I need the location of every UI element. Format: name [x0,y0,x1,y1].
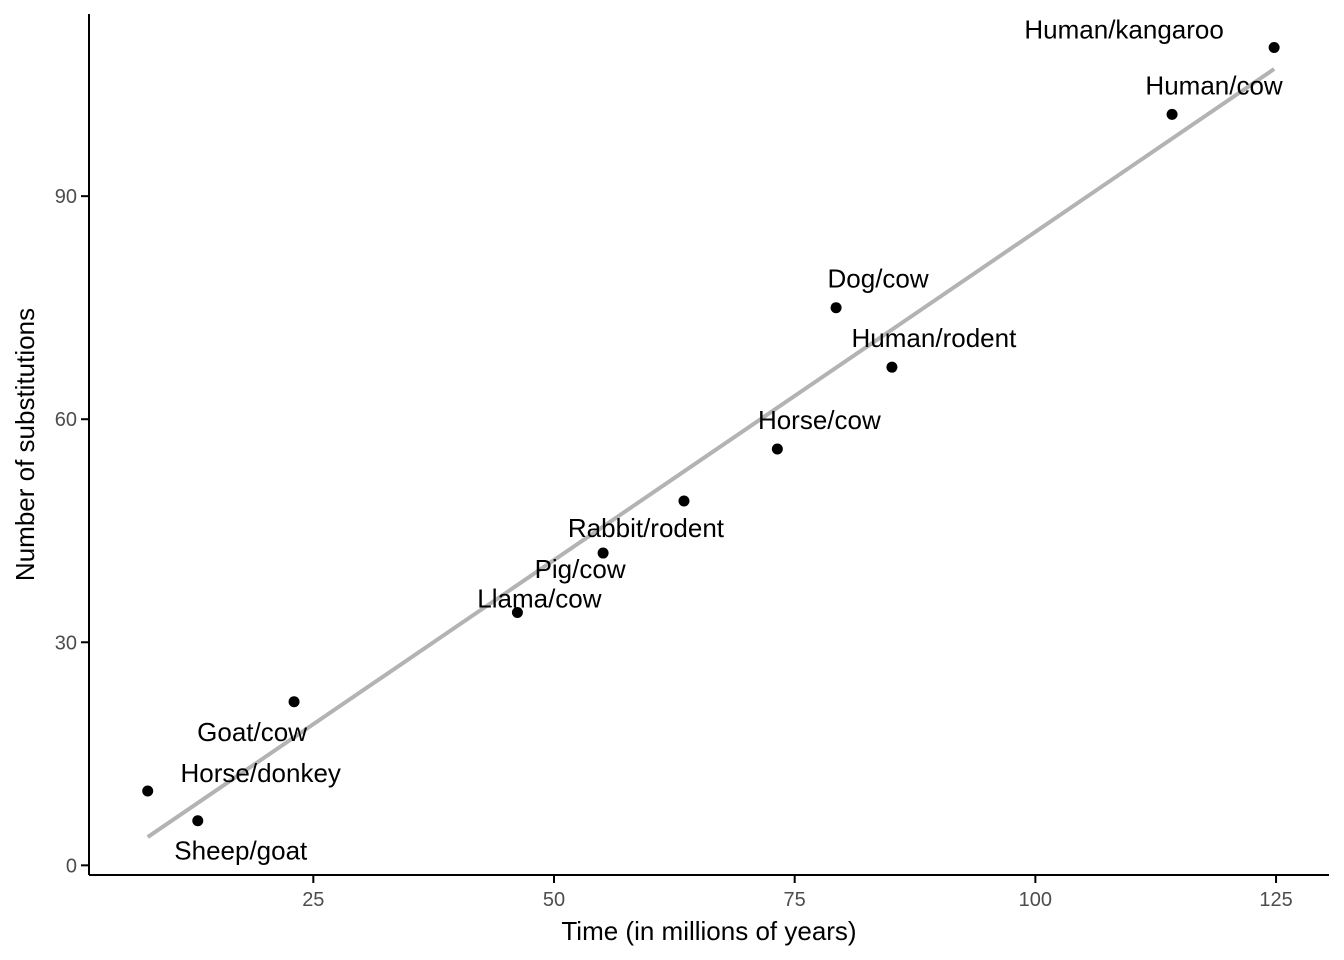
point-label: Pig/cow [535,554,626,584]
point-label: Human/cow [1145,70,1282,100]
x-tick-label: 100 [1019,889,1052,911]
x-axis-title: Time (in millions of years) [561,916,856,946]
data-point [886,361,898,373]
x-tick-label: 75 [784,889,806,911]
data-point [142,785,154,797]
x-tick-label: 50 [543,889,565,911]
data-point [830,302,842,314]
point-label: Sheep/goat [174,836,308,866]
point-label: Human/kangaroo [1024,14,1223,44]
data-points [142,41,1280,827]
point-labels: Sheep/goat Horse/donkey Goat/cow Llama/cowP… [174,14,1283,865]
x-tick-label: 25 [302,889,324,911]
data-point [678,495,690,507]
data-point [771,443,783,455]
point-label: Goat/cow [197,717,307,747]
y-tick-label: 30 [55,632,77,654]
point-label: Human/rodent [852,323,1018,353]
y-axis-ticks: 0 30 60 90 [55,186,89,877]
y-axis-title: Number of substitutions [10,308,40,581]
y-tick-label: 60 [55,409,77,431]
data-point [597,547,609,559]
point-label: Llama/cow [477,584,601,614]
point-label: Rabbit/rodent [568,513,725,543]
data-point [192,815,204,827]
y-tick-label: 0 [66,855,77,877]
x-axis-ticks: 25 50 75 100 125 [302,875,1293,911]
x-tick-label: 125 [1259,889,1292,911]
point-label: Horse/cow [758,405,881,435]
trend-line [146,67,1276,839]
data-point [1268,41,1280,53]
point-label: Horse/donkey [181,758,341,788]
data-point [288,696,300,708]
point-label: Dog/cow [828,264,929,294]
data-point [1166,108,1178,120]
data-point [511,607,523,619]
y-tick-label: 90 [55,186,77,208]
